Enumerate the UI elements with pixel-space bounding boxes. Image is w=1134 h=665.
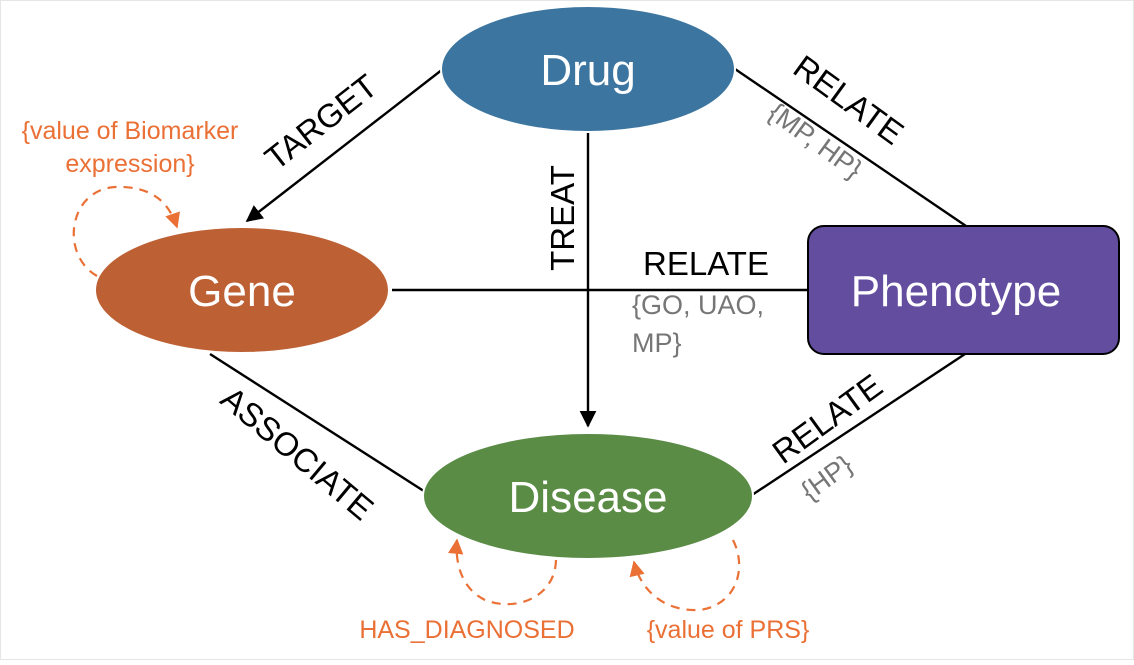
disease-relate-edge-label: RELATE (765, 367, 889, 471)
gene-node[interactable] (94, 226, 390, 354)
disease-node-label: Disease (509, 473, 668, 522)
has-diagnosed-loop-label: HAS_DIAGNOSED (359, 616, 574, 644)
edge-drug-gene-target (245, 68, 444, 223)
gene-node-label: Gene (188, 267, 296, 316)
edge-phenotype-disease-relate (751, 352, 966, 497)
target-edge-label: TARGET (258, 67, 384, 177)
disease-node[interactable] (422, 432, 754, 560)
gene-self-loop-arrow (72, 185, 180, 277)
phenotype-node-label: Phenotype (851, 267, 1061, 316)
edge-gene-disease-associate (209, 352, 431, 497)
drug-node[interactable] (440, 5, 736, 133)
gene-loop-label-line2: expression} (65, 150, 194, 178)
associate-edge-label: ASSOCIATE (214, 379, 381, 527)
gene-loop-label-line1: {value of Biomarker (22, 117, 239, 145)
phenotype-node[interactable] (807, 225, 1120, 355)
prs-loop-label: {value of PRS} (647, 616, 810, 644)
drug-node-label: Drug (540, 46, 635, 95)
gene-relate-annotation-line2: MP} (632, 328, 682, 358)
edge-drug-phenotype-relate (734, 68, 967, 227)
disease-diagnosed-loop-arrow (447, 538, 558, 606)
gene-relate-annotation-line1: {GO, UAO, (632, 290, 764, 320)
gene-relate-edge-label: RELATE (643, 245, 769, 282)
treat-edge-label: TREAT (544, 165, 581, 271)
